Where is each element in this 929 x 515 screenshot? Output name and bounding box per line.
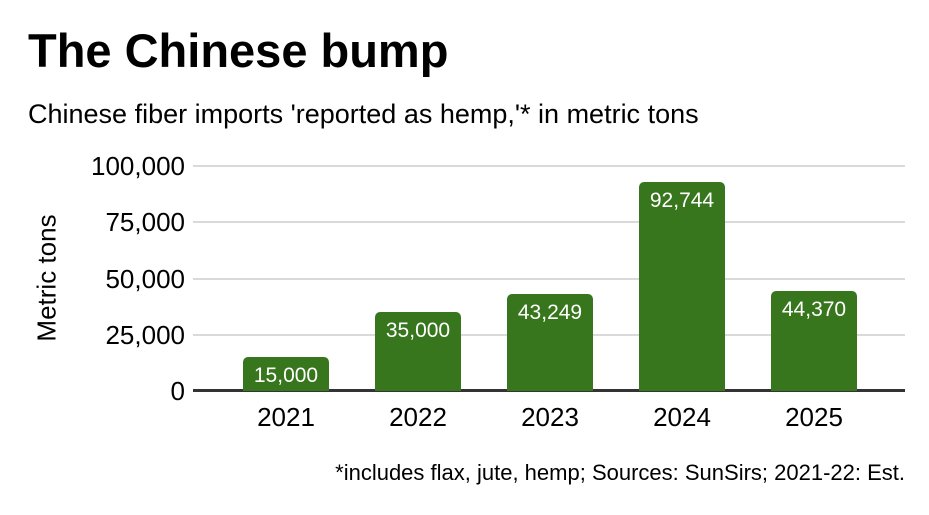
bar-2021: 15,000 (243, 357, 329, 391)
x-tick-label: 2025 (785, 402, 843, 432)
plot-area: 15,000 35,000 43,249 92,744 44,370 (193, 165, 905, 392)
y-tick-label: 75,000 (105, 207, 185, 238)
y-tick-label: 0 (170, 376, 185, 406)
x-tick-label: 2023 (521, 402, 579, 432)
bar-value-label: 44,370 (781, 298, 847, 321)
bar-value-label: 43,249 (517, 301, 583, 324)
gridline (193, 277, 905, 280)
bar-value-label: 15,000 (253, 364, 319, 387)
x-tick-label: 2024 (653, 402, 711, 432)
footnote: *includes flax, jute, hemp; Sources: Sun… (335, 460, 905, 485)
bar-2025: 44,370 (771, 291, 857, 391)
chart-subtitle: Chinese fiber imports 'reported as hemp,… (28, 99, 699, 129)
chart-title: The Chinese bump (28, 24, 449, 77)
y-tick-label: 25,000 (105, 319, 185, 350)
bar-2022: 35,000 (375, 312, 461, 391)
x-tick-label: 2022 (389, 402, 447, 432)
bar-2023: 43,249 (507, 294, 593, 391)
x-tick-label: 2021 (257, 402, 315, 432)
gridline (193, 221, 905, 224)
bar-value-label: 35,000 (385, 319, 451, 342)
y-tick-label: 50,000 (105, 263, 185, 294)
bar-2024: 92,744 (639, 182, 725, 391)
gridline (193, 165, 905, 167)
y-tick-label: 100,000 (91, 151, 185, 181)
bar-value-label: 92,744 (649, 189, 715, 212)
